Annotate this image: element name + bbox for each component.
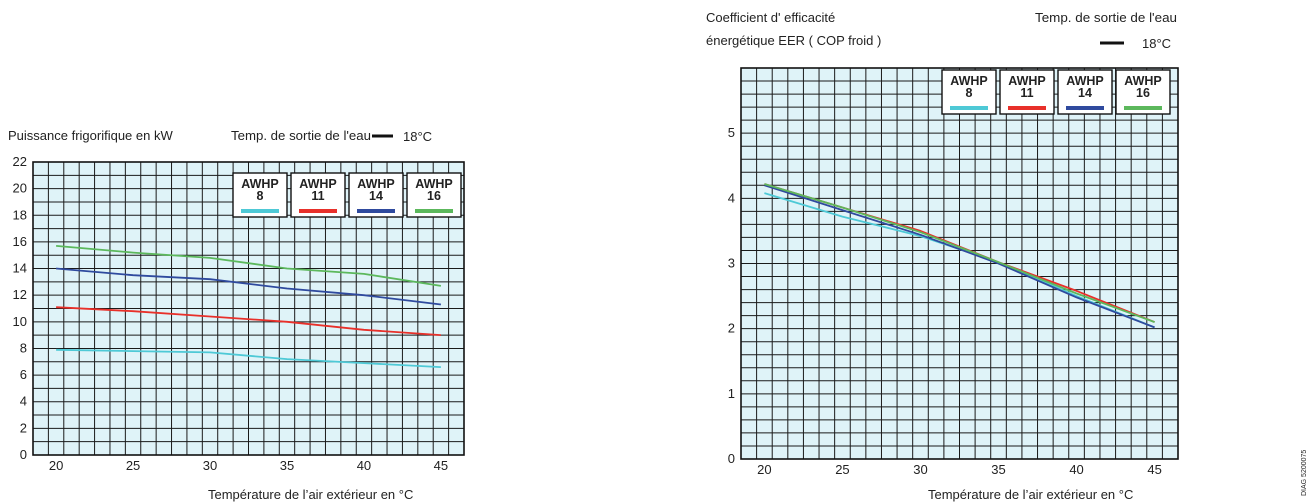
y-tick-label: 12: [13, 287, 27, 302]
legend-label-line2: 14: [1078, 86, 1092, 100]
legend-label-line1: AWHP: [357, 177, 395, 191]
y-tick-label: 8: [20, 340, 27, 355]
legend-label-line1: AWHP: [1124, 74, 1162, 88]
legend-label-line1: AWHP: [415, 177, 453, 191]
legend-label-line2: 14: [369, 189, 383, 203]
x-tick-label: 35: [280, 458, 294, 473]
y-tick-label: 0: [20, 447, 27, 462]
x-axis-label: Température de l’air extérieur en °C: [208, 487, 413, 502]
legend-label-line1: AWHP: [950, 74, 988, 88]
chart-title: Puissance frigorifique en kW: [8, 128, 173, 143]
plot-frame: [740, 67, 1179, 460]
y-tick-label: 4: [20, 394, 27, 409]
x-tick-label: 30: [913, 462, 927, 477]
legend-label-line1: AWHP: [1066, 74, 1104, 88]
y-tick-label: 22: [13, 154, 27, 169]
x-tick-label: 25: [835, 462, 849, 477]
y-tick-label: 10: [13, 314, 27, 329]
x-axis-label: Température de l’air extérieur en °C: [928, 487, 1133, 502]
x-tick-label: 20: [757, 462, 771, 477]
legend-label-line2: 11: [311, 189, 324, 203]
x-tick-label: 30: [203, 458, 217, 473]
y-tick-label: 2: [20, 420, 27, 435]
series-line-16: [764, 183, 1155, 323]
y-tick-label: 6: [20, 367, 27, 382]
chart-title: Coefficient d' efficacité: [706, 10, 835, 25]
legend-label-line1: AWHP: [241, 177, 279, 191]
y-tick-label: 14: [13, 261, 27, 276]
legend-swatch: [357, 209, 395, 213]
series-line-11: [56, 306, 441, 336]
legend-label-line1: AWHP: [1008, 74, 1046, 88]
water-temp-value: 18°C: [1142, 36, 1171, 51]
x-tick-label: 25: [126, 458, 140, 473]
x-tick-label: 45: [434, 458, 448, 473]
legend-swatch: [241, 209, 279, 213]
x-tick-label: 40: [1069, 462, 1083, 477]
legend-label-line2: 8: [966, 86, 973, 100]
legend-label-line1: AWHP: [299, 177, 337, 191]
water-temp-label: Temp. de sortie de l'eau: [1035, 10, 1177, 25]
y-tick-label: 5: [728, 125, 735, 140]
y-tick-label: 2: [728, 321, 735, 336]
plot-frame: [32, 161, 465, 456]
y-tick-label: 18: [13, 207, 27, 222]
y-tick-label: 0: [728, 451, 735, 466]
y-tick-label: 20: [13, 181, 27, 196]
y-tick-label: 3: [728, 256, 735, 271]
legend-swatch: [299, 209, 337, 213]
legend-swatch: [1066, 106, 1104, 110]
y-tick-label: 4: [728, 190, 735, 205]
legend-swatch: [415, 209, 453, 213]
x-tick-label: 35: [991, 462, 1005, 477]
series-line-14: [56, 267, 442, 306]
water-temp-label: Temp. de sortie de l'eau: [231, 128, 371, 143]
y-tick-label: 16: [13, 234, 27, 249]
legend-label-line2: 8: [257, 189, 264, 203]
legend-label-line2: 16: [427, 189, 441, 203]
diagram-reference-text: DIAG 5200075: [1301, 450, 1308, 496]
legend-swatch: [950, 106, 988, 110]
legend-label-line2: 11: [1020, 86, 1033, 100]
series-line-8: [56, 348, 441, 368]
legend-swatch: [1124, 106, 1162, 110]
legend-swatch: [1008, 106, 1046, 110]
x-tick-label: 45: [1147, 462, 1161, 477]
water-temp-value: 18°C: [403, 129, 432, 144]
chart-title-line2: énergétique EER ( COP froid ): [706, 33, 881, 48]
series-line-14: [764, 184, 1155, 329]
series-line-16: [56, 245, 442, 287]
x-tick-label: 40: [357, 458, 371, 473]
legend-label-line2: 16: [1136, 86, 1150, 100]
diagram-reference-code: DIAG 5200075: [1296, 408, 1310, 498]
y-tick-label: 1: [728, 386, 735, 401]
x-tick-label: 20: [49, 458, 63, 473]
